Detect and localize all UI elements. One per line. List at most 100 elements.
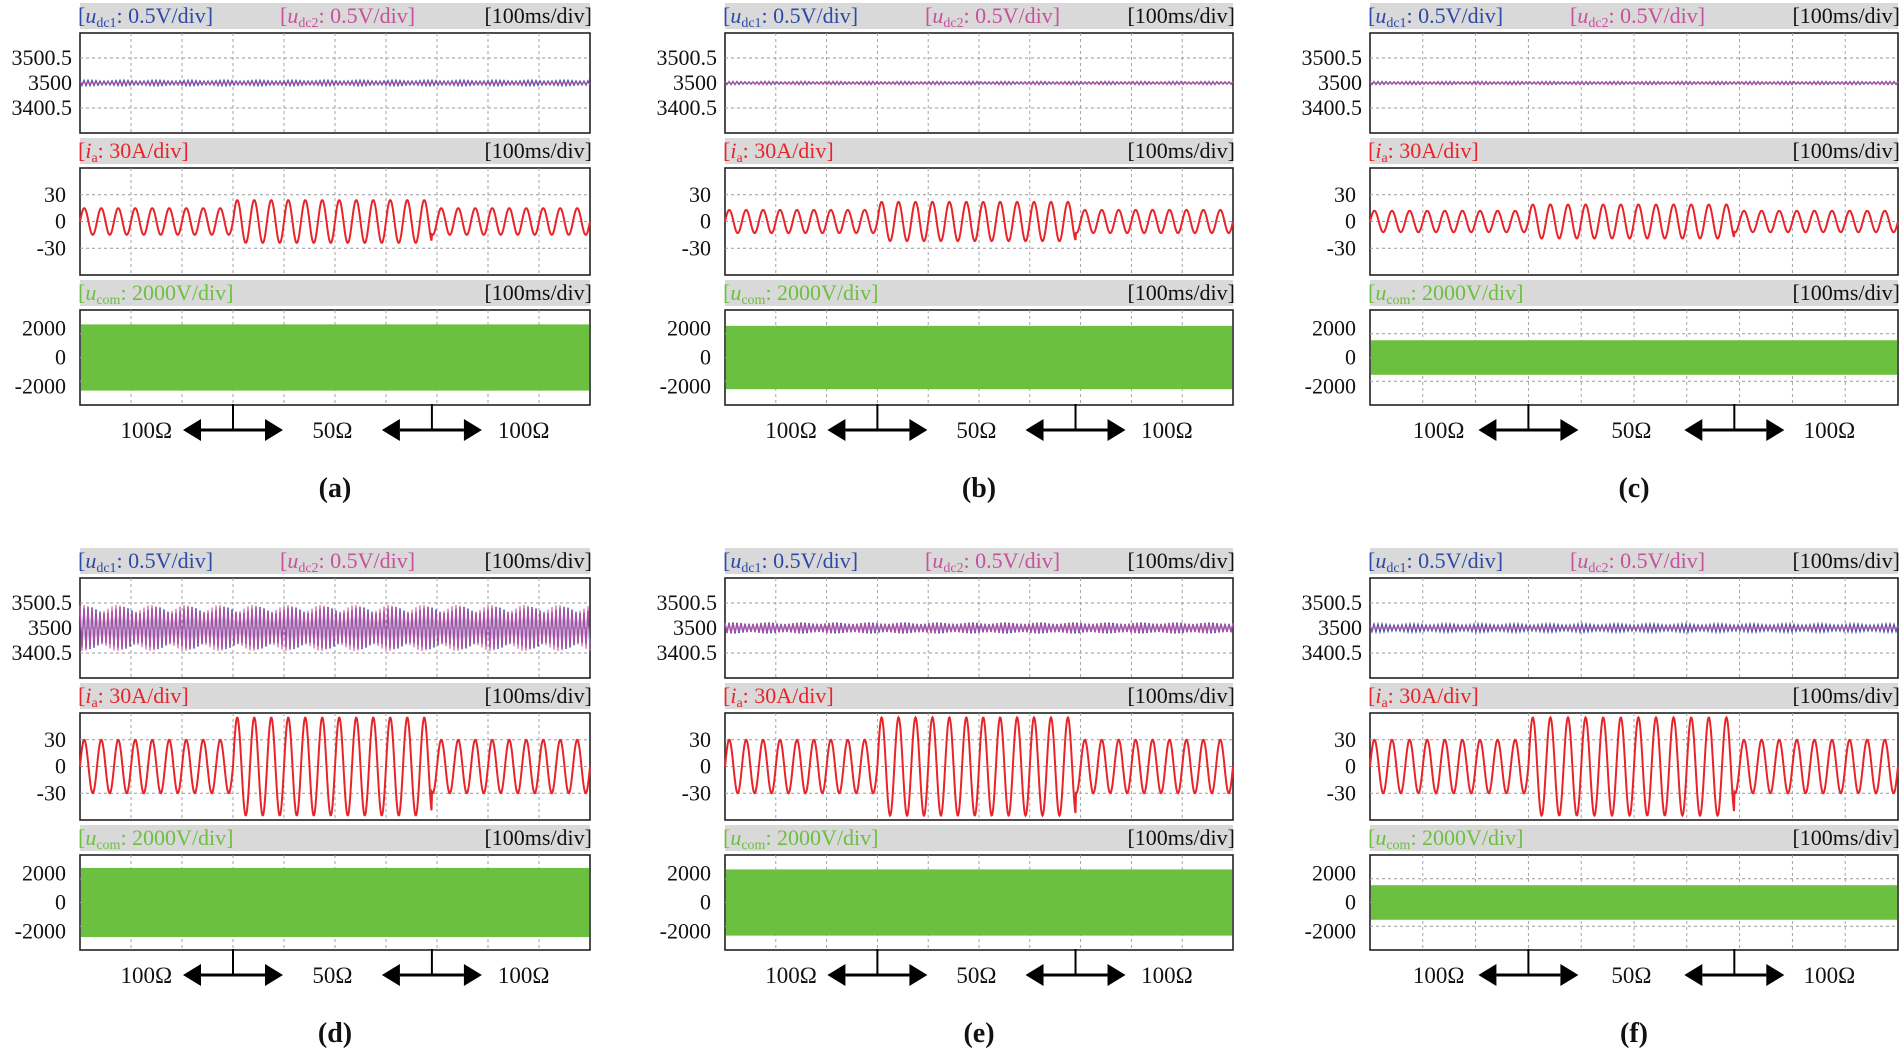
load-label-100ohm: 100Ω: [1141, 963, 1193, 988]
legend-scale: : 30A/div: [98, 683, 182, 708]
legend-ia: [ia: 30A/div]: [1368, 683, 1479, 711]
dc-tick-label: 3500: [28, 615, 72, 640]
time-div: 100ms/div: [1800, 548, 1893, 573]
cm-tick-label: -2000: [1305, 373, 1356, 398]
cm-tick-label: -2000: [660, 918, 711, 943]
arrow-head-right: [1107, 964, 1126, 986]
punct: [: [723, 825, 730, 850]
cm-tick-label: 2000: [1312, 316, 1356, 341]
load-label-100ohm: 100Ω: [765, 963, 817, 988]
arrow-head-left: [183, 419, 201, 441]
legend-scale: : 0.5V/div: [117, 548, 206, 573]
panel-caption: (c): [1618, 473, 1649, 504]
legend-var: i: [85, 138, 91, 163]
legend-sub: a: [91, 151, 98, 166]
punct: ): [985, 1018, 994, 1049]
load-label-50ohm: 50Ω: [956, 963, 996, 988]
punct: ]: [1496, 3, 1503, 28]
punct: [: [280, 3, 287, 28]
legend-scale: : 2000V/div: [120, 825, 226, 850]
legend-sub: dc1: [1386, 561, 1406, 576]
load-label-100ohm: 100Ω: [1804, 963, 1856, 988]
series-u_dc2: [724, 622, 1234, 634]
panel-header-bar: [80, 548, 590, 574]
punct: ]: [585, 548, 592, 573]
legend-sub: com: [1386, 838, 1410, 853]
legend-var: u: [730, 548, 741, 573]
legend-udc2: [udc2: 0.5V/div]: [280, 548, 415, 576]
arrow-head-left: [381, 419, 400, 441]
arrow-head-right: [909, 964, 928, 986]
punct: [: [1127, 3, 1134, 28]
cm-tick-label: 2000: [1312, 861, 1356, 886]
dc-tick-label: 3500.5: [657, 590, 718, 615]
punct: ]: [1228, 3, 1235, 28]
load-label-100ohm: 100Ω: [1141, 418, 1193, 443]
series-u_com: [81, 324, 589, 391]
current-tick-label: 30: [689, 727, 711, 752]
legend-scale: : 2000V/div: [765, 280, 871, 305]
legend-udc1: [udc1: 0.5V/div]: [78, 548, 213, 576]
legend-scale: : 30A/div: [1388, 683, 1472, 708]
series-i_a: [79, 716, 591, 817]
cm-tick-label: 0: [700, 890, 711, 915]
legend-sub: a: [736, 151, 743, 166]
dc-tick-label: 3500: [1318, 70, 1362, 95]
time-div: 100ms/div: [492, 3, 585, 28]
punct: ]: [1893, 3, 1900, 28]
load-label-50ohm: 50Ω: [1611, 418, 1651, 443]
arrow-head-right: [1560, 964, 1579, 986]
legend-scale: : 0.5V/div: [1407, 548, 1496, 573]
panel-header-bar: [725, 138, 1233, 164]
punct: [: [78, 548, 85, 573]
legend-ucom: [ucom: 2000V/div]: [78, 280, 234, 308]
legend-scale: : 30A/div: [98, 138, 182, 163]
load-label-50ohm: 50Ω: [956, 418, 996, 443]
arrow-head-right: [463, 964, 482, 986]
punct: ]: [1053, 548, 1060, 573]
punct: ]: [1228, 548, 1235, 573]
time-scale-label: [100ms/div]: [1792, 683, 1900, 708]
panel-header-bar: [80, 280, 590, 306]
load-label-100ohm: 100Ω: [498, 963, 550, 988]
time-div: 100ms/div: [1800, 683, 1893, 708]
legend-scale: : 0.5V/div: [964, 548, 1053, 573]
panel-header-bar: [1370, 825, 1898, 851]
legend-udc2: [udc2: 0.5V/div]: [925, 548, 1060, 576]
punct: ]: [1228, 683, 1235, 708]
load-label-50ohm: 50Ω: [1611, 963, 1651, 988]
legend-var: i: [85, 683, 91, 708]
arrow-head-left: [1025, 964, 1044, 986]
punct: ]: [206, 548, 213, 573]
legend-ia: [ia: 30A/div]: [723, 138, 834, 166]
arrow-head-right: [1107, 419, 1126, 441]
punct: ]: [851, 548, 858, 573]
punct: [: [484, 138, 491, 163]
cm-tick-label: 2000: [667, 861, 711, 886]
legend-var: u: [1375, 3, 1386, 28]
series-u_dc2: [1369, 624, 1899, 632]
current-tick-label: -30: [682, 235, 711, 260]
cm-tick-label: 0: [55, 890, 66, 915]
series-u_dc2: [79, 80, 591, 86]
current-tick-label: 30: [689, 182, 711, 207]
punct: [: [280, 548, 287, 573]
punct: [: [1792, 825, 1799, 850]
time-scale-label: [100ms/div]: [1792, 548, 1900, 573]
punct: ]: [1893, 138, 1900, 163]
punct: [: [1792, 138, 1799, 163]
cm-tick-label: -2000: [660, 373, 711, 398]
current-tick-label: -30: [1327, 780, 1356, 805]
panel-header-bar: [725, 825, 1233, 851]
arrow-head-left: [827, 419, 846, 441]
current-tick-label: -30: [1327, 235, 1356, 260]
current-tick-label: 0: [700, 754, 711, 779]
current-tick-label: -30: [37, 780, 66, 805]
legend-scale: : 30A/div: [1388, 138, 1472, 163]
dc-tick-label: 3400.5: [1302, 95, 1363, 120]
arrow-head-right: [463, 419, 482, 441]
punct: [: [1127, 683, 1134, 708]
arrow-head-left: [827, 964, 846, 986]
arrow-head-right: [909, 419, 928, 441]
punct: ]: [1893, 683, 1900, 708]
